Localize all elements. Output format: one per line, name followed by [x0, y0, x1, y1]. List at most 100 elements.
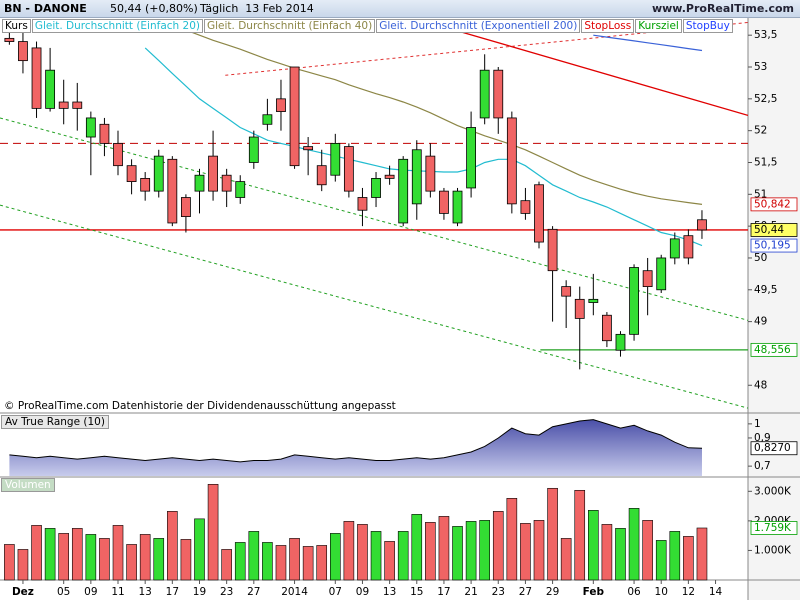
- y-tick-label: 52,5: [754, 93, 777, 105]
- volume-bar: [17, 549, 29, 581]
- candle-body: [113, 142, 123, 167]
- x-tick-label: Dez: [12, 586, 34, 598]
- trendline: [454, 29, 748, 117]
- candle-body: [479, 69, 490, 119]
- volume-bar: [560, 538, 572, 581]
- y-tick-label: 51,5: [754, 156, 777, 168]
- candle-body: [140, 178, 151, 192]
- volume-title: Volumen: [1, 478, 55, 492]
- quote: 50,44 (+0,80%): [110, 2, 198, 15]
- volume-bar: [411, 514, 423, 581]
- candle-body: [18, 41, 28, 62]
- volume-bar: [180, 539, 192, 581]
- candle-body: [85, 117, 96, 138]
- volume-bar: [248, 531, 260, 581]
- value-box: [750, 441, 798, 456]
- y-tick-label: 49: [754, 316, 767, 328]
- value-box: [750, 342, 798, 357]
- legend: Kurs Gleit. Durchschnitt (Einfach 20) Glei…: [2, 19, 734, 33]
- candle-body: [425, 155, 436, 192]
- y-tick-label: 49,5: [754, 284, 777, 296]
- legend-entry: Gleit. Durchschnitt (Einfach 40): [204, 19, 376, 33]
- volume-bar: [642, 520, 653, 581]
- candle-body: [343, 146, 354, 192]
- atr-area: [9, 419, 703, 476]
- candle-body: [629, 267, 639, 335]
- y-tick-label: 1.000K: [754, 544, 792, 556]
- volume-bar: [99, 538, 110, 581]
- value-box-label: 50,195: [754, 240, 791, 252]
- moving-average: [185, 29, 703, 205]
- moving-average: [144, 47, 703, 247]
- volume-bar: [479, 520, 490, 581]
- candle-body: [615, 333, 626, 351]
- legend-entry: Kurs: [2, 19, 31, 33]
- candle-body: [262, 114, 273, 125]
- candle-body: [330, 142, 341, 176]
- value-box: [750, 238, 798, 253]
- volume-bar: [601, 524, 613, 581]
- volume-bar: [655, 540, 667, 581]
- candle-body: [683, 235, 694, 259]
- x-tick-label: 15: [410, 586, 423, 598]
- candle-body: [45, 69, 56, 109]
- candle-body: [153, 155, 164, 192]
- volume-bar: [71, 528, 83, 581]
- volume-bar: [139, 534, 151, 581]
- y-tick-label: 3.000K: [754, 485, 792, 497]
- candle-body: [452, 190, 463, 224]
- atr-title: Av True Range (10): [1, 415, 109, 429]
- x-tick-label: 21: [464, 586, 477, 598]
- value-box: [750, 197, 798, 212]
- candle-body: [316, 165, 327, 186]
- x-tick-label: 19: [193, 586, 206, 598]
- y-tick-label: 50: [754, 252, 767, 264]
- candle-body: [520, 200, 531, 214]
- x-tick-label: 11: [111, 586, 124, 598]
- volume-bar: [126, 544, 137, 581]
- x-tick-label: 13: [138, 586, 151, 598]
- x-tick-label: 09: [84, 586, 97, 598]
- x-tick-label: 17: [166, 586, 179, 598]
- candle-body: [99, 123, 110, 144]
- y-tick-label: 53: [754, 61, 767, 73]
- volume-bar: [696, 527, 708, 581]
- volume-bar: [343, 521, 355, 581]
- y-tick-label: 0,9: [754, 432, 771, 444]
- candle-body: [697, 219, 707, 231]
- y-tick-label: 52: [754, 125, 767, 137]
- candle-body: [303, 146, 314, 151]
- volume-bar: [85, 534, 97, 581]
- candle-body: [248, 136, 259, 163]
- volume-bar: [58, 533, 69, 581]
- candle-body: [656, 257, 667, 291]
- x-tick-label: 06: [627, 586, 641, 598]
- candle-body: [669, 238, 680, 259]
- candle-body: [466, 127, 476, 189]
- candle-body: [58, 101, 69, 109]
- x-tick-label: Feb: [583, 586, 605, 598]
- x-tick-label: 12: [682, 586, 695, 598]
- volume-bar: [329, 533, 341, 581]
- legend-entry: Kursziel: [635, 19, 682, 33]
- volume-bar: [683, 536, 694, 581]
- legend-entry: StopBuy: [682, 19, 733, 33]
- x-tick-label: 05: [57, 586, 70, 598]
- value-box-label: 50,44: [754, 224, 784, 236]
- value-box-label: 1.759K: [754, 522, 792, 534]
- candle-body: [493, 69, 504, 119]
- axis-background: [748, 18, 800, 600]
- site: www.ProRealTime.com: [651, 2, 794, 15]
- volume-bar: [384, 541, 395, 581]
- candle-body: [31, 47, 42, 109]
- volume-bar: [452, 526, 463, 581]
- candle-body: [276, 98, 286, 112]
- volume-bar: [370, 531, 382, 581]
- volume-bar: [44, 528, 56, 581]
- candle-body: [167, 158, 178, 224]
- candle-body: [574, 298, 585, 319]
- volume-bar: [669, 531, 681, 581]
- x-tick-label: 14: [709, 586, 723, 598]
- candle-body: [398, 158, 409, 224]
